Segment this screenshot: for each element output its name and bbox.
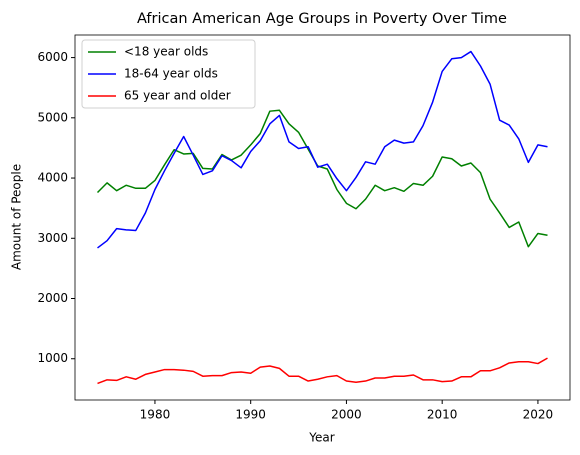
y-axis-label: Amount of People bbox=[10, 164, 24, 270]
x-tick-label: 1990 bbox=[235, 408, 266, 422]
y-tick-label: 1000 bbox=[37, 351, 68, 365]
chart-title: African American Age Groups in Poverty O… bbox=[137, 11, 507, 27]
y-tick-label: 3000 bbox=[37, 231, 68, 245]
x-tick-label: 2010 bbox=[427, 408, 458, 422]
legend-label: 18-64 year olds bbox=[124, 67, 218, 81]
y-tick-label: 4000 bbox=[37, 171, 68, 185]
legend-box bbox=[81, 39, 256, 109]
y-tick-label: 2000 bbox=[37, 291, 68, 305]
legend-label: 65 year and older bbox=[124, 89, 231, 103]
legend-label: <18 year olds bbox=[124, 45, 208, 59]
x-axis-label: Year bbox=[308, 431, 334, 445]
line-series bbox=[97, 357, 548, 385]
x-tick-label: 1980 bbox=[140, 408, 171, 422]
y-tick-label: 6000 bbox=[37, 50, 68, 64]
y-tick-label: 5000 bbox=[37, 110, 68, 124]
x-tick-label: 2020 bbox=[523, 408, 554, 422]
line-series bbox=[96, 109, 548, 248]
plot-frame bbox=[74, 34, 571, 401]
x-tick-label: 2000 bbox=[331, 408, 362, 422]
line-series bbox=[97, 50, 548, 249]
